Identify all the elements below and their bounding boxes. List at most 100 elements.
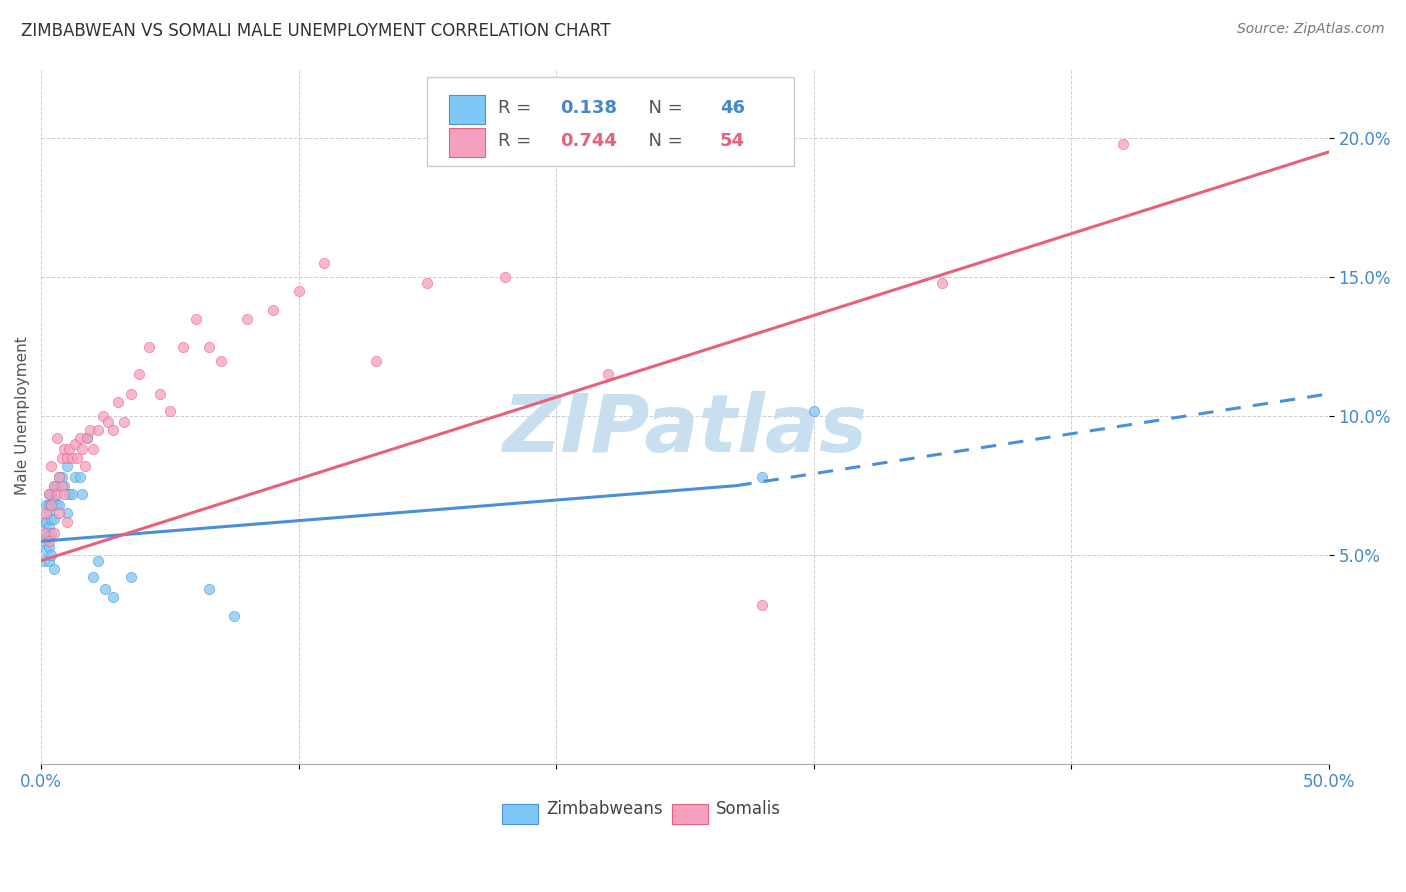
Point [45,478,67,492]
Point [38,507,60,521]
Point [138,340,160,354]
Point [416,276,439,290]
Point [751,598,773,612]
Text: Somalis: Somalis [716,800,780,818]
Point [38,554,60,568]
Point [224,609,246,624]
Point [494,270,516,285]
Point [32,525,55,540]
Point [35,515,58,529]
Point [197,582,219,596]
Y-axis label: Male Unemployment: Male Unemployment [15,337,30,495]
Point [82,442,104,457]
FancyBboxPatch shape [502,804,538,824]
Point [72,442,94,457]
Point [69,470,91,484]
Point [596,368,619,382]
Point [41,487,63,501]
Point [63,470,86,484]
Point [42,525,65,540]
Point [112,415,135,429]
Point [51,450,73,465]
Point [45,487,67,501]
Point [32,534,55,549]
Point [41,512,63,526]
Point [35,507,58,521]
Point [42,562,65,576]
Text: R =: R = [498,99,537,117]
Point [48,507,70,521]
Point [38,534,60,549]
Point [91,409,114,424]
Text: 54: 54 [720,132,745,150]
Point [60,487,83,501]
FancyBboxPatch shape [672,804,709,824]
Point [48,470,70,484]
Text: R =: R = [498,132,537,150]
Point [159,403,181,417]
Point [97,415,120,429]
Point [931,276,953,290]
Point [56,507,79,521]
Point [76,431,98,445]
Point [1112,136,1135,151]
Point [53,442,76,457]
Text: N =: N = [637,132,689,150]
FancyBboxPatch shape [427,77,794,166]
Point [751,470,773,484]
Point [87,554,110,568]
Point [53,487,76,501]
Point [38,540,60,554]
Point [103,590,125,604]
Point [314,256,336,270]
Point [58,487,80,501]
Point [236,311,259,326]
Point [128,368,150,382]
Point [63,437,86,451]
Text: ZIPatlas: ZIPatlas [502,391,868,469]
Point [32,515,55,529]
Point [48,470,70,484]
Point [803,403,825,417]
Point [41,498,63,512]
FancyBboxPatch shape [450,95,485,124]
Point [56,515,79,529]
Point [38,498,60,512]
Point [41,498,63,512]
Point [172,340,194,354]
Point [197,340,219,354]
Point [287,284,309,298]
Point [364,353,387,368]
Text: 0.744: 0.744 [560,132,617,150]
Point [41,525,63,540]
Point [58,442,80,457]
Point [42,512,65,526]
Point [38,487,60,501]
Point [82,570,104,584]
Point [69,431,91,445]
Point [42,478,65,492]
Point [35,542,58,557]
Point [45,431,67,445]
Point [148,387,170,401]
Point [120,387,142,401]
Point [53,478,76,492]
Point [38,520,60,534]
Point [94,582,117,596]
Point [35,498,58,512]
Point [209,353,232,368]
Point [32,554,55,568]
Point [41,459,63,474]
Point [184,311,207,326]
Text: 46: 46 [720,99,745,117]
Text: N =: N = [637,99,689,117]
Point [107,395,129,409]
Point [41,548,63,562]
Point [103,423,125,437]
Point [87,423,110,437]
FancyBboxPatch shape [450,128,485,157]
Point [76,431,98,445]
Point [56,459,79,474]
Point [45,498,67,512]
Point [262,303,284,318]
